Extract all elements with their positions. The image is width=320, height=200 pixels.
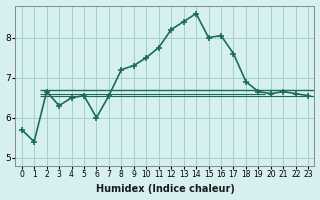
X-axis label: Humidex (Indice chaleur): Humidex (Indice chaleur) [96, 184, 234, 194]
